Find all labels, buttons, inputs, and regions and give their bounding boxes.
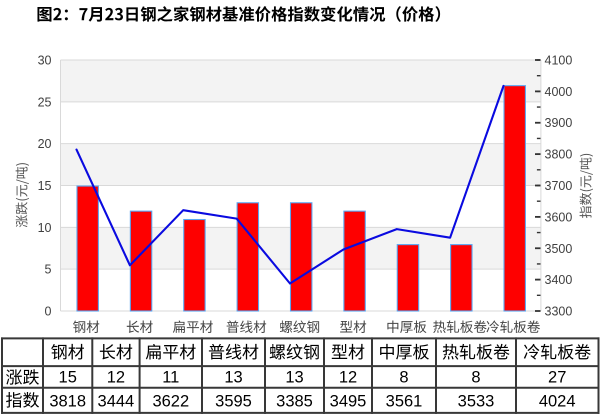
svg-text:3900: 3900 [545, 116, 573, 130]
svg-text:8: 8 [399, 369, 408, 387]
svg-text:25: 25 [38, 95, 52, 109]
svg-text:12: 12 [107, 369, 125, 387]
svg-text:3561: 3561 [386, 392, 423, 410]
svg-text:27: 27 [548, 369, 566, 387]
svg-text:3595: 3595 [215, 392, 252, 410]
svg-text:3818: 3818 [49, 392, 86, 410]
svg-text:0: 0 [45, 305, 52, 319]
svg-text:3600: 3600 [545, 210, 573, 224]
svg-text:3385: 3385 [276, 392, 313, 410]
svg-text:4024: 4024 [539, 392, 576, 410]
svg-text:15: 15 [59, 369, 77, 387]
svg-text:3700: 3700 [545, 179, 573, 193]
svg-text:3533: 3533 [458, 392, 495, 410]
svg-text:20: 20 [38, 137, 52, 151]
svg-text:10: 10 [38, 221, 52, 235]
svg-text:3500: 3500 [545, 242, 573, 256]
svg-text:15: 15 [38, 179, 52, 193]
svg-text:11: 11 [162, 369, 179, 387]
svg-text:3495: 3495 [330, 392, 367, 410]
svg-text:8: 8 [471, 369, 480, 387]
svg-text:4000: 4000 [545, 85, 573, 99]
svg-text:5: 5 [45, 263, 52, 277]
svg-text:3300: 3300 [545, 305, 573, 319]
svg-text:4100: 4100 [545, 54, 573, 68]
svg-text:3444: 3444 [98, 392, 135, 410]
svg-text:30: 30 [38, 54, 52, 68]
svg-text:3622: 3622 [152, 392, 189, 410]
svg-text:13: 13 [224, 369, 242, 387]
svg-text:12: 12 [339, 369, 357, 387]
svg-text:13: 13 [285, 369, 303, 387]
svg-text:3400: 3400 [545, 273, 573, 287]
svg-text:3800: 3800 [545, 148, 573, 162]
